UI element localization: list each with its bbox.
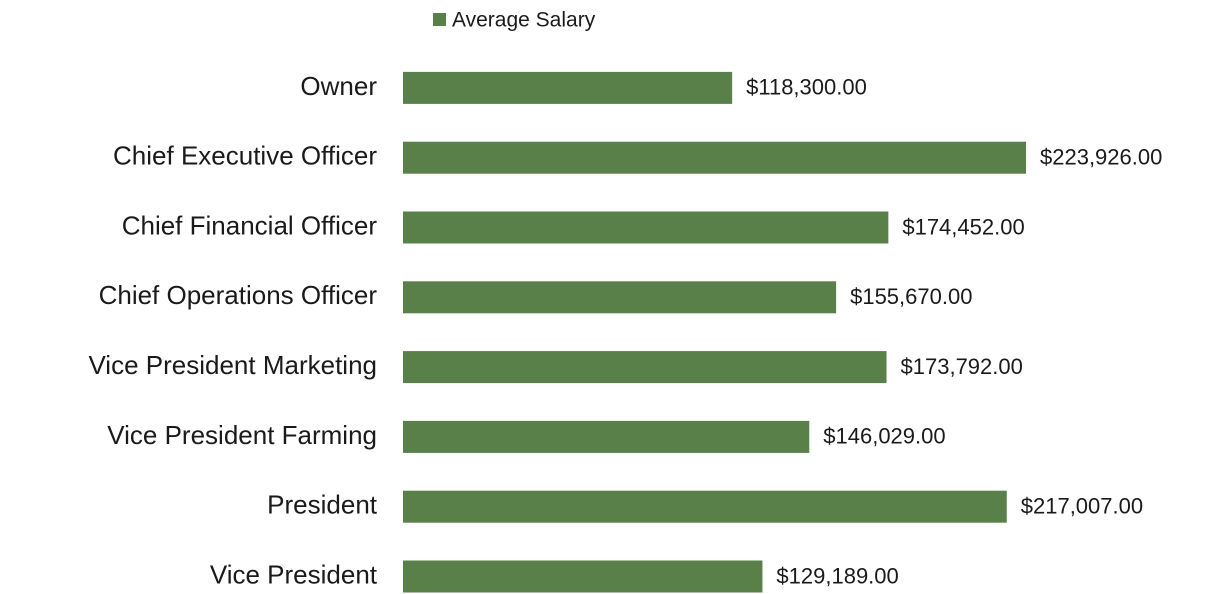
value-label: $174,452.00: [902, 214, 1024, 239]
category-label: President: [267, 490, 378, 520]
value-label: $129,189.00: [776, 563, 898, 588]
bar: [403, 490, 1007, 523]
bar: [403, 141, 1026, 174]
value-label: $173,792.00: [901, 354, 1023, 379]
category-label: Vice President Marketing: [88, 350, 377, 380]
value-label: $146,029.00: [823, 424, 945, 449]
value-label: $155,670.00: [850, 284, 972, 309]
value-label: $118,300.00: [746, 75, 867, 100]
category-label: Chief Executive Officer: [113, 141, 377, 171]
bar: [403, 211, 889, 244]
legend-swatch: [433, 13, 446, 26]
value-label: $223,926.00: [1040, 145, 1162, 170]
category-label: Vice President: [210, 559, 378, 589]
category-label: Vice President Farming: [107, 420, 377, 450]
bar: [403, 281, 837, 314]
bar: [403, 351, 887, 384]
category-label: Chief Operations Officer: [99, 280, 378, 310]
bar: [403, 420, 810, 453]
value-label: $217,007.00: [1021, 494, 1143, 519]
bar: [403, 71, 733, 104]
category-label: Chief Financial Officer: [122, 210, 378, 240]
legend-label: Average Salary: [452, 9, 596, 32]
category-label: Owner: [300, 71, 377, 101]
bar: [403, 560, 763, 593]
